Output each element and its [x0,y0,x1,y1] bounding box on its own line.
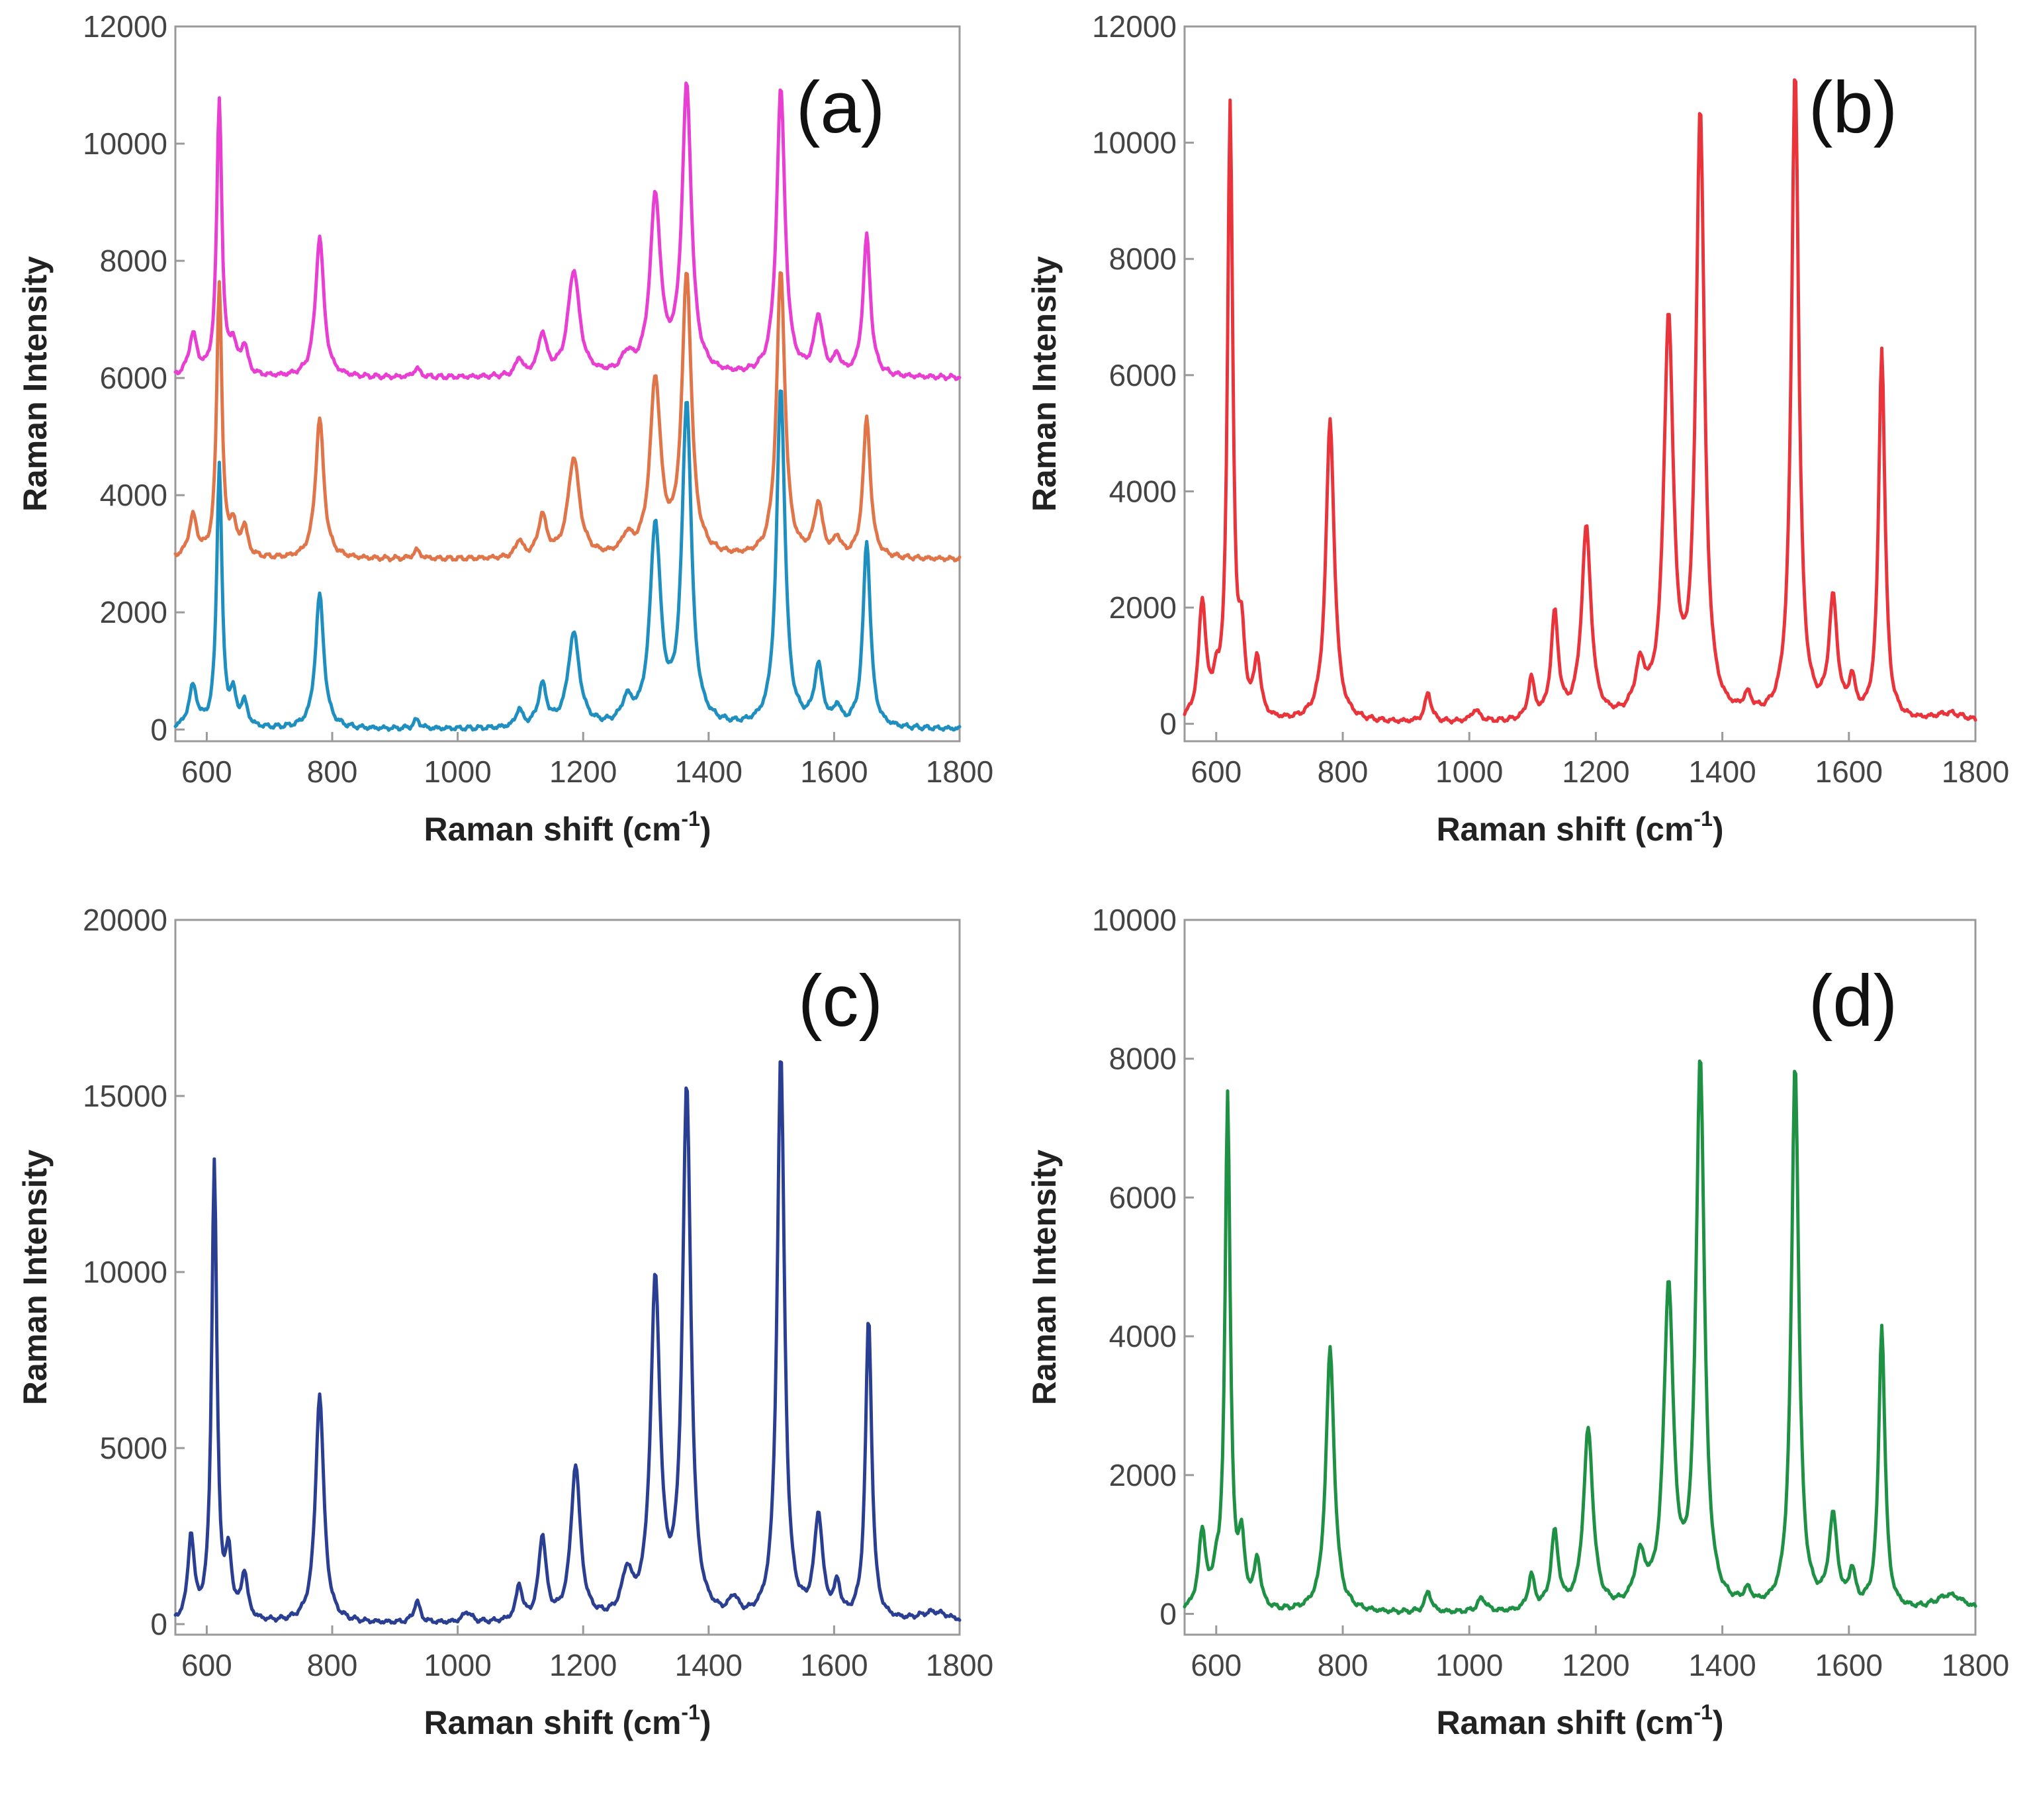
chart-panel-d: 0 2000 4000 6000 8000 10000 600 800 1000 1200 1400… [1026,903,2009,1741]
x-tick-label: 800 [1318,754,1369,789]
x-tick-label: 1400 [1688,1648,1756,1682]
panel-label: (a) [796,67,885,148]
y-tick-label: 10000 [1092,903,1177,937]
x-tick-label: 1600 [1815,754,1883,789]
x-tick-label: 600 [181,754,232,789]
y-tick-label: 0 [1159,707,1177,741]
y-tick-label: 0 [150,1607,167,1641]
x-axis-title: Raman shift (cm-1) [1436,807,1723,848]
y-tick-label: 2000 [100,595,167,629]
plot-frame [1183,25,1977,743]
plot-frame [1183,919,1977,1636]
x-tick-label: 1200 [549,1648,617,1682]
y-tick-label: 2000 [1109,590,1177,625]
x-tick-label: 1600 [1815,1648,1883,1682]
y-tick-label: 12000 [1092,9,1177,44]
x-tick-label: 1200 [1562,754,1629,789]
series-line-orange [173,271,962,563]
x-tick-label: 1200 [1562,1648,1629,1682]
x-tick-label: 1400 [1688,754,1756,789]
x-tick-label: 1800 [926,754,993,789]
series-line-red [1183,78,1977,725]
x-axis-title: Raman shift (cm-1) [1436,1700,1723,1741]
x-tick-label: 800 [307,1648,358,1682]
x-tick-label: 1400 [675,754,743,789]
chart-panel-a: 0 2000 4000 6000 8000 10000 12000 600 800 1000 120… [17,9,993,848]
y-tick-label: 10000 [83,1255,167,1289]
chart-panel-c: 0 5000 10000 15000 20000 600 800 1000 1200 1400 16… [17,903,993,1741]
y-axis-title: Raman Intensity [17,1150,54,1405]
y-tick-label: 8000 [100,244,167,278]
x-tick-label: 1600 [800,1648,868,1682]
series-line-blue [173,389,962,732]
y-tick-label: 5000 [100,1431,167,1465]
x-tick-label: 1800 [1942,1648,2009,1682]
y-tick-label: 6000 [1109,358,1177,392]
y-tick-label: 15000 [83,1079,167,1113]
x-tick-label: 600 [181,1648,232,1682]
y-tick-label: 6000 [100,361,167,395]
x-axis-title: Raman shift (cm-1) [424,1700,711,1741]
y-tick-label: 10000 [1092,126,1177,160]
x-tick-label: 1000 [1435,754,1503,789]
x-tick-label: 1200 [549,754,617,789]
y-tick-label: 8000 [1109,242,1177,276]
x-tick-label: 600 [1191,1648,1242,1682]
x-tick-label: 1000 [1435,1648,1503,1682]
x-tick-label: 1000 [424,1648,491,1682]
y-tick-label: 20000 [83,903,167,937]
y-axis-title: Raman Intensity [1026,256,1063,512]
series-line-green [1183,1059,1977,1615]
plot-frame [174,25,961,743]
x-tick-label: 1400 [675,1648,743,1682]
y-axis-title: Raman Intensity [1026,1150,1063,1405]
y-tick-label: 10000 [83,126,167,161]
x-tick-label: 1600 [800,754,868,789]
x-tick-label: 1800 [1942,754,2009,789]
y-tick-label: 4000 [1109,1319,1177,1353]
y-tick-label: 4000 [1109,474,1177,508]
x-tick-label: 1800 [926,1648,993,1682]
x-axis-title: Raman shift (cm-1) [424,807,711,848]
plot-frame [174,919,961,1636]
y-tick-label: 12000 [83,9,167,44]
panel-label: (b) [1809,67,1897,148]
x-tick-label: 600 [1191,754,1242,789]
panel-label: (d) [1809,960,1897,1042]
y-axis-title: Raman Intensity [17,256,54,512]
y-tick-label: 8000 [1109,1042,1177,1076]
x-tick-label: 800 [307,754,358,789]
y-tick-label: 4000 [100,478,167,512]
panel-label: (c) [798,960,883,1042]
chart-panel-b: 0 2000 4000 6000 8000 10000 12000 600 800 1000 120… [1026,9,2009,848]
y-tick-label: 6000 [1109,1180,1177,1214]
x-tick-label: 1000 [424,754,491,789]
x-tick-label: 800 [1318,1648,1369,1682]
series-line-navy [173,1060,962,1625]
series-line-magenta [173,81,962,381]
y-tick-label: 2000 [1109,1458,1177,1492]
y-tick-label: 0 [1159,1597,1177,1631]
y-tick-label: 0 [150,712,167,747]
